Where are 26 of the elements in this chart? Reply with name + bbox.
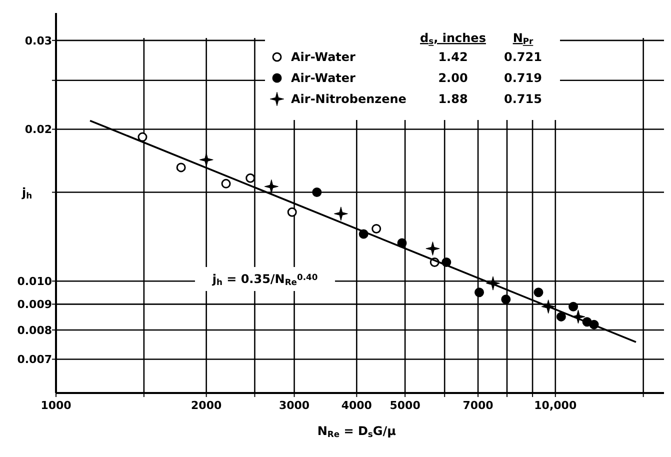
y-tick-label: 0.02	[24, 123, 52, 136]
y-axis-title: j$_{h}$	[21, 185, 32, 201]
x-tick-label: 1000	[40, 399, 72, 412]
legend-label: Air-Nitrobenzene	[291, 92, 406, 106]
y-tick-label: 0.009	[17, 298, 52, 312]
annotation: 0.715	[504, 92, 542, 106]
y-tick-label: 0.007	[17, 353, 52, 366]
y-tick-label: 0.010	[17, 275, 52, 288]
x-tick-label: 10,000	[534, 399, 577, 412]
x-axis-title: N$_{Re}$ = D$_{s}$G/μ	[317, 424, 396, 440]
annotation: N$_{Pr}$	[512, 31, 534, 46]
y-tick-label: 0.008	[17, 324, 52, 337]
x-tick-label: 3000	[278, 399, 310, 412]
y-tick-label: 0.03	[24, 34, 52, 48]
x-tick-label: 7000	[462, 399, 494, 412]
annotation: 1.42	[438, 50, 468, 64]
annotation: 1.88	[438, 92, 468, 106]
annotation: 2.00	[438, 71, 468, 85]
x-tick-label: 4000	[341, 399, 372, 412]
x-tick-label: 5000	[390, 399, 421, 412]
annotation: 0.719	[504, 71, 542, 85]
x-tick-label: 2000	[191, 399, 222, 412]
legend-label: Air-Water	[291, 50, 356, 64]
annotation: 0.721	[504, 50, 542, 64]
legend-label: Air-Water	[291, 71, 356, 85]
annotation: d$_{s}$, inches	[420, 31, 486, 46]
